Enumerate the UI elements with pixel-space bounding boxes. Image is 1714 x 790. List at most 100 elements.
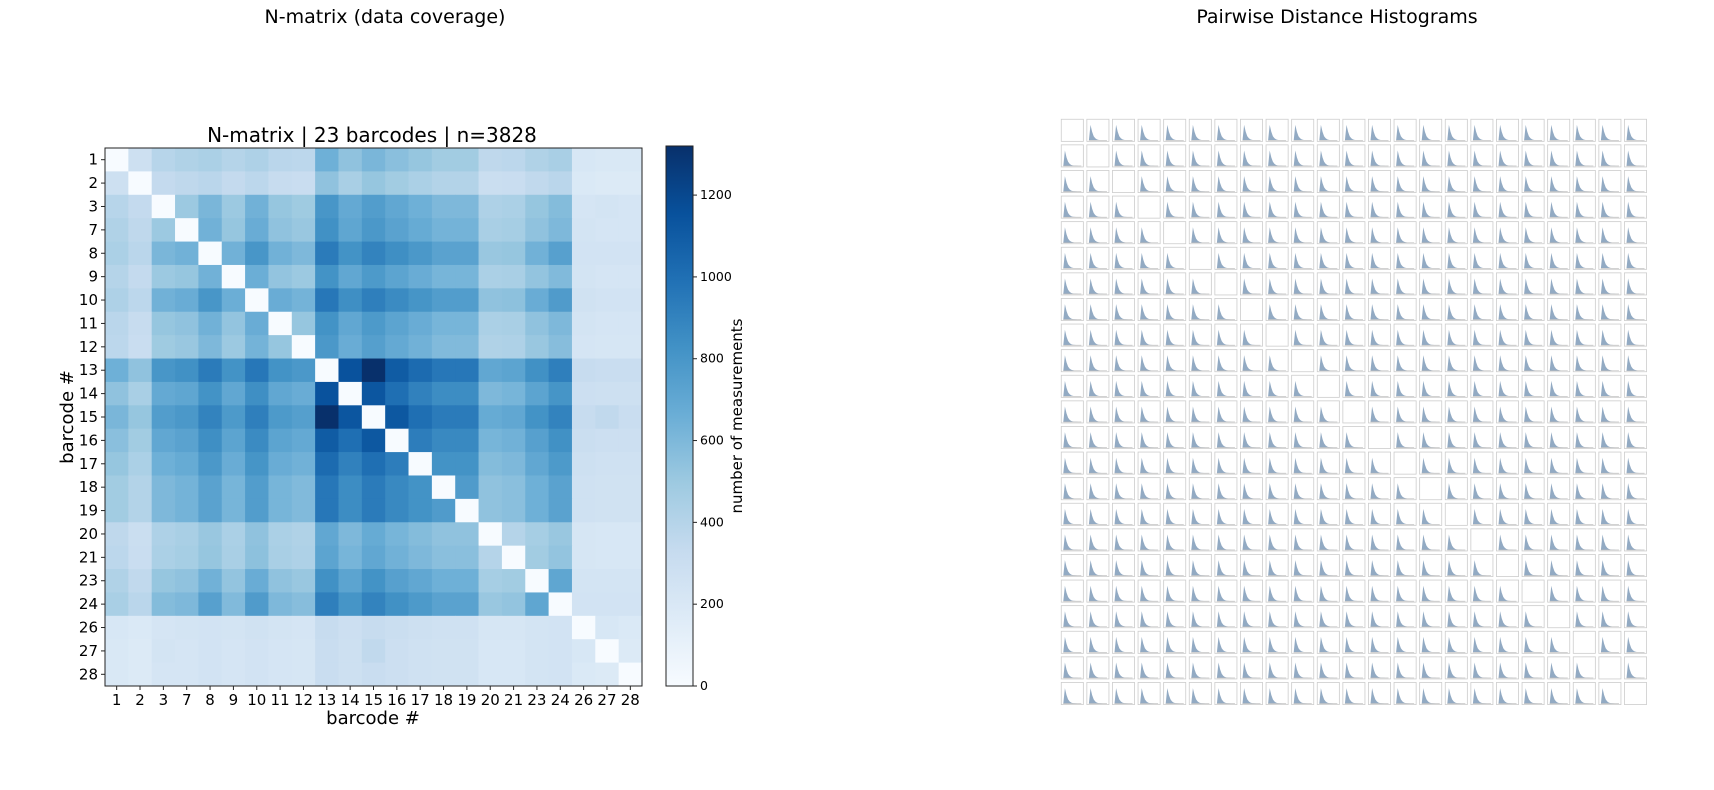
- heatmap-cell: [525, 218, 550, 242]
- heatmap-cell: [548, 264, 573, 289]
- heatmap-cell: [408, 639, 433, 664]
- histogram-cell: [1214, 221, 1238, 245]
- heatmap-cell: [618, 381, 643, 406]
- heatmap-cell: [291, 148, 316, 172]
- histogram-cell: [1572, 374, 1596, 398]
- histogram-cell: [1214, 605, 1238, 629]
- histogram-cell: [1470, 144, 1494, 168]
- histogram-cell: [1393, 426, 1417, 449]
- heatmap-cell: [105, 592, 129, 617]
- heatmap-cell: [478, 522, 503, 547]
- heatmap-cell: [245, 475, 269, 500]
- histogram-cell: [1572, 323, 1596, 347]
- x-tick-label: 11: [271, 691, 290, 709]
- heatmap-cell: [175, 545, 199, 570]
- histogram-cell: [1547, 323, 1571, 347]
- histogram-cell: [1598, 374, 1622, 398]
- heatmap-cell: [268, 615, 293, 640]
- histogram-cell: [1163, 144, 1187, 168]
- heatmap-cell: [221, 171, 246, 196]
- heatmap-cell: [315, 522, 339, 547]
- heatmap-cell: [291, 264, 316, 289]
- heatmap-cell: [221, 569, 246, 593]
- histogram-cell: [1419, 426, 1443, 449]
- histogram-cell: [1137, 451, 1161, 475]
- histogram-cell: [1240, 374, 1263, 398]
- heatmap-cell: [315, 405, 339, 430]
- histogram-cell: [1086, 246, 1110, 270]
- heatmap-cell: [501, 615, 526, 640]
- heatmap-cell: [268, 218, 293, 242]
- histogram-cell: [1419, 554, 1443, 577]
- heatmap-cell: [595, 405, 620, 430]
- histogram-cell: [1240, 323, 1263, 347]
- heatmap-cell: [198, 218, 223, 242]
- heatmap-cell: [245, 194, 269, 219]
- histogram-cell: [1342, 579, 1366, 603]
- histogram-cell: [1342, 221, 1366, 245]
- heatmap-cell: [198, 592, 223, 617]
- heatmap-cell: [408, 358, 433, 383]
- histogram-cell: [1368, 682, 1391, 705]
- histogram-cell: [1547, 349, 1571, 373]
- histogram-cell: [1342, 554, 1366, 577]
- x-tick-label: 23: [527, 691, 546, 709]
- heatmap-cell: [455, 241, 479, 266]
- heatmap-cell: [548, 358, 573, 383]
- heatmap-cell: [455, 171, 479, 196]
- histogram-cell: [1214, 579, 1238, 603]
- heatmap-cell: [198, 264, 223, 289]
- heatmap-cell: [525, 569, 550, 593]
- heatmap-cell: [408, 148, 433, 172]
- heatmap-cell: [291, 335, 316, 359]
- histogram-cell: [1086, 451, 1110, 475]
- heatmap-cell: [478, 381, 503, 406]
- histogram-cell: [1342, 682, 1366, 705]
- histogram-cell: [1496, 170, 1519, 193]
- heatmap-cell: [291, 615, 316, 640]
- y-tick-label: 10: [79, 291, 98, 309]
- histogram-cell: [1188, 170, 1212, 193]
- histogram-cell: [1163, 477, 1187, 501]
- heatmap-cell: [245, 662, 269, 687]
- colorbar-tick-label: 1000: [700, 269, 732, 284]
- heatmap-cell: [571, 241, 596, 266]
- histogram-cell: [1624, 477, 1647, 501]
- x-tick-label: 21: [504, 691, 523, 709]
- heatmap-cell: [198, 288, 223, 313]
- heatmap-cell: [151, 498, 176, 523]
- histogram-cell: [1188, 221, 1212, 245]
- histogram-cell: [1444, 298, 1468, 321]
- histogram-cell: [1137, 554, 1161, 577]
- histogram-cell: [1291, 605, 1315, 629]
- histogram-cell: [1470, 400, 1494, 424]
- heatmap-cell: [245, 405, 269, 430]
- histogram-cell: [1598, 400, 1622, 424]
- histogram-cell: [1265, 298, 1289, 321]
- heatmap-cell: [338, 311, 363, 336]
- histogram-cell: [1265, 195, 1289, 219]
- y-tick-label: 23: [79, 572, 98, 590]
- heatmap-cell: [291, 428, 316, 453]
- histogram-cell: [1265, 144, 1289, 168]
- histogram-cell: [1393, 579, 1417, 603]
- heatmap-cell: [128, 569, 153, 593]
- heatmap-cell: [268, 148, 293, 172]
- heatmap-cell: [618, 264, 643, 289]
- histogram-cell: [1521, 349, 1545, 373]
- heatmap-cell: [268, 428, 293, 453]
- histogram-cell: [1060, 400, 1084, 424]
- histogram-cell: [1086, 221, 1110, 245]
- histogram-cell: [1137, 630, 1161, 654]
- heatmap-cell: [618, 311, 643, 336]
- heatmap-cell: [618, 662, 643, 687]
- histogram-cell: [1240, 579, 1263, 603]
- x-tick-label: 24: [551, 691, 570, 709]
- heatmap-cell: [408, 452, 433, 476]
- histogram-cell: [1419, 349, 1443, 373]
- histogram-cell: [1444, 656, 1468, 680]
- heatmap-cell: [338, 475, 363, 500]
- histogram-grid: [1060, 118, 1647, 705]
- colorbar: [665, 145, 694, 687]
